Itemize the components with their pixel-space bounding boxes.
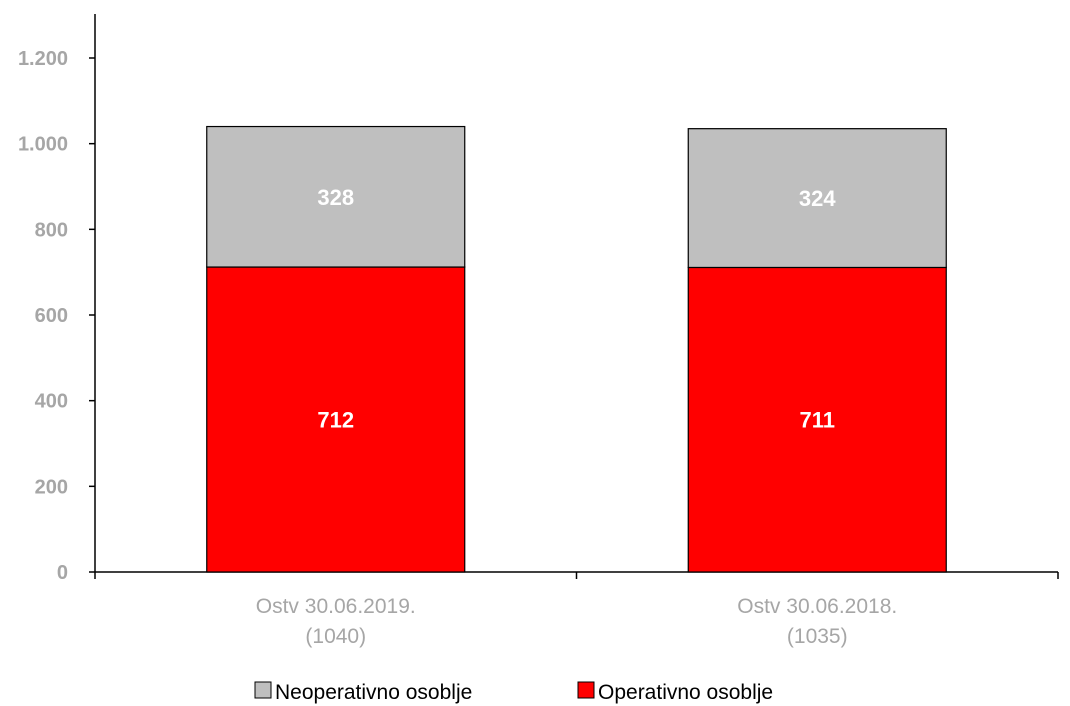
bar-segment xyxy=(687,128,947,269)
plot-area: 0 200 400 600 800 1.000 1.200 712 328 Ostv 30.06.… xyxy=(18,14,1059,648)
data-label: 324 xyxy=(799,186,836,211)
legend-label: Operativno osoblje xyxy=(598,681,773,704)
y-tick-label: 1.200 xyxy=(18,48,68,70)
x-tick-label: Ostv 30.06.2019. xyxy=(256,595,416,618)
legend-label: Neoperativno osoblje xyxy=(275,681,472,704)
y-tick-label: 1.000 xyxy=(18,134,68,156)
y-tick-label: 600 xyxy=(35,305,68,327)
data-label: 712 xyxy=(317,408,354,433)
y-tick-label: 0 xyxy=(57,562,68,584)
x-tick-label: (1035) xyxy=(787,625,848,648)
y-tick-label: 200 xyxy=(35,476,68,498)
x-tick-label: (1040) xyxy=(305,625,366,648)
legend-swatch xyxy=(254,681,272,699)
bar-segment xyxy=(206,125,466,268)
y-tick-label: 400 xyxy=(35,391,68,413)
y-tick-label: 800 xyxy=(35,219,68,241)
legend-swatch xyxy=(577,681,595,699)
data-label: 711 xyxy=(800,408,836,433)
data-label: 328 xyxy=(317,185,354,210)
legend: Neoperativno osoblje Operativno osoblje xyxy=(254,681,773,704)
bar-segment xyxy=(206,266,466,573)
x-tick-label: Ostv 30.06.2018. xyxy=(737,595,897,618)
